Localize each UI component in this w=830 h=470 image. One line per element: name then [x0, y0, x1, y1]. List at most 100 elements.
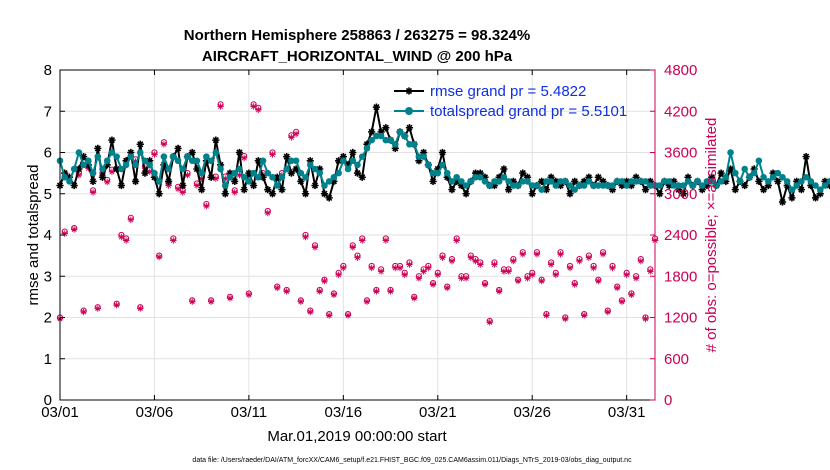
y-tick-label: 4	[44, 227, 52, 244]
rmse-point	[84, 161, 92, 169]
rmse-point	[566, 190, 574, 198]
totalspread-point	[425, 161, 432, 169]
rmse-point	[778, 198, 787, 206]
rmse-point	[80, 153, 88, 161]
totalspread-point	[122, 161, 130, 169]
rmse-point	[542, 186, 550, 194]
totalspread-point	[146, 161, 154, 169]
obs-assimilated-point	[165, 182, 172, 189]
rmse-point	[141, 169, 149, 177]
totalspread-point	[717, 178, 725, 185]
totalspread-point	[283, 165, 290, 173]
totalspread-point	[250, 169, 257, 177]
totalspread-point	[736, 178, 744, 185]
totalspread-point	[656, 182, 664, 189]
y2-tick-label: 3000	[664, 186, 697, 203]
totalspread-point	[727, 149, 734, 156]
obs-assimilated-point	[595, 277, 602, 285]
y2-axis-ticks: 0 600 1200 1800 2400 3000 3600 4200 4800	[650, 62, 697, 409]
obs-assimilated-point	[236, 171, 243, 179]
obs-assimilated-point	[226, 295, 234, 302]
rmse-point	[793, 177, 801, 185]
obs-assimilated-point	[467, 254, 475, 261]
rmse-point	[231, 177, 239, 185]
rmse-point	[264, 186, 272, 194]
rmse-point	[165, 177, 173, 185]
totalspread-point	[500, 173, 508, 181]
obs-assimilated-point	[207, 298, 215, 305]
obs-assimilated-point	[179, 189, 186, 196]
x-axis-ticks: 03/01 03/06 03/11 03/16 03/21 03/26 03/31	[41, 70, 645, 421]
totalspread-point	[774, 169, 782, 177]
rmse-point	[75, 165, 83, 173]
totalspread-point	[321, 182, 328, 189]
obs-assimilated-point	[283, 288, 290, 295]
obs-assimilated-point	[382, 237, 390, 244]
totalspread-point	[212, 149, 220, 156]
obs-assimilated-point	[132, 158, 139, 165]
y-axis-ticks: 0 1 2 3 4 5 6 7 8	[44, 62, 65, 409]
rmse-point	[774, 177, 782, 185]
obs-assimilated-point	[302, 233, 309, 241]
obs-assimilated-point	[387, 288, 394, 295]
totalspread-point	[514, 182, 522, 189]
rmse-point	[127, 148, 135, 157]
rmse-point	[523, 173, 532, 181]
obs-assimilated-point	[477, 261, 484, 268]
x-tick-label: 03/31	[608, 404, 646, 421]
rmse-spread-series	[56, 103, 830, 206]
obs-assimilated-point	[472, 257, 479, 265]
rmse-point	[415, 157, 423, 165]
rmse-point	[443, 173, 451, 181]
rmse-point	[528, 190, 536, 198]
obs-assimilated-point	[618, 298, 626, 305]
totalspread-point	[769, 173, 777, 181]
totalspread-point	[665, 178, 673, 185]
totalspread-point	[221, 182, 229, 189]
obs-assimilated-point	[325, 312, 333, 319]
totalspread-point	[325, 178, 333, 185]
rmse-point	[807, 181, 815, 190]
rmse-point	[764, 181, 772, 190]
rmse-point	[821, 177, 829, 185]
obs-assimilated-point	[576, 257, 583, 265]
totalspread-point	[453, 173, 460, 181]
rmse-point	[122, 157, 130, 165]
obs-assimilated-point	[231, 189, 238, 196]
obs-assimilated-point	[264, 209, 271, 217]
rmse-point	[335, 157, 343, 165]
rmse-point	[797, 186, 805, 194]
obs-assimilated-point	[514, 277, 522, 285]
totalspread-point	[203, 153, 210, 160]
rmse-point	[769, 169, 777, 177]
obs-assimilated-point	[113, 301, 120, 309]
data-file-footnote: data file: /Users/raeder/DAI/ATM_forcXX/…	[192, 457, 632, 464]
totalspread-point	[689, 182, 697, 189]
rmse-point	[816, 190, 824, 198]
y2-tick-label: 4800	[664, 62, 697, 79]
rmse-point	[481, 173, 489, 181]
obs-assimilated-point	[146, 168, 153, 175]
rmse-point	[198, 186, 206, 194]
rmse-point	[632, 173, 640, 181]
rmse-point	[703, 181, 711, 190]
rmse-point	[462, 190, 470, 198]
totalspread-point	[434, 169, 442, 177]
rmse-point	[283, 153, 291, 161]
obs-assimilated-point	[274, 284, 281, 292]
rmse-point	[358, 173, 366, 181]
totalspread-point	[292, 157, 300, 165]
totalspread-point	[788, 186, 796, 193]
totalspread-point	[538, 186, 545, 193]
rmse-point	[70, 181, 78, 190]
rmse-point	[146, 157, 154, 165]
obs-assimilated-point	[543, 312, 550, 319]
obs-assimilated-point	[170, 237, 177, 244]
totalspread-point	[585, 178, 593, 185]
rmse-point	[377, 128, 385, 136]
obs-assimilated-point	[363, 298, 371, 305]
totalspread-point	[618, 178, 626, 185]
totalspread-point	[174, 157, 182, 165]
rmse-point	[783, 181, 791, 190]
rmse-point	[311, 181, 319, 190]
